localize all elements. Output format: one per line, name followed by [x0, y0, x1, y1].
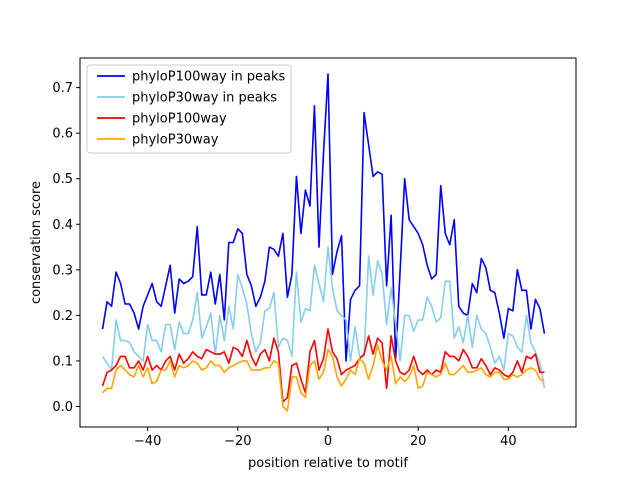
series-line-2 [101, 328, 545, 403]
x-tick-label: 20 [410, 434, 427, 449]
legend-label-2: phyloP100way [132, 112, 227, 127]
y-tick-label: 0.3 [52, 263, 73, 278]
series-line-0 [101, 73, 546, 362]
x-tick-label: 40 [500, 434, 517, 449]
y-tick-label: 0.1 [52, 354, 73, 369]
y-axis-label: conservation score [29, 181, 44, 304]
y-tick-label: 0.5 [52, 172, 73, 187]
y-axis-ticks: 0.0 0.1 0.2 0.3 0.4 0.5 0.6 0.7 [52, 81, 80, 415]
x-tick-label: −20 [224, 434, 251, 449]
series-line-3 [101, 344, 545, 412]
y-tick-label: 0.0 [52, 400, 73, 415]
y-tick-label: 0.6 [52, 127, 73, 142]
legend-box [86, 64, 292, 154]
legend-label-3: phyloP30way [132, 133, 219, 148]
x-tick-label: −40 [134, 434, 161, 449]
x-axis-ticks: −40 −20 0 20 40 [134, 427, 517, 449]
x-axis-label: position relative to motif [248, 456, 408, 471]
series-layer [101, 73, 546, 412]
legend-label-1: phyloP30way in peaks [132, 91, 277, 106]
y-tick-label: 0.7 [52, 81, 73, 96]
legend: phyloP100way in peaks phyloP30way in peak… [86, 64, 292, 154]
legend-label-0: phyloP100way in peaks [132, 70, 286, 85]
x-tick-label: 0 [324, 434, 332, 449]
y-tick-label: 0.2 [52, 309, 73, 324]
y-tick-label: 0.4 [52, 218, 73, 233]
series-line-1 [101, 246, 546, 389]
